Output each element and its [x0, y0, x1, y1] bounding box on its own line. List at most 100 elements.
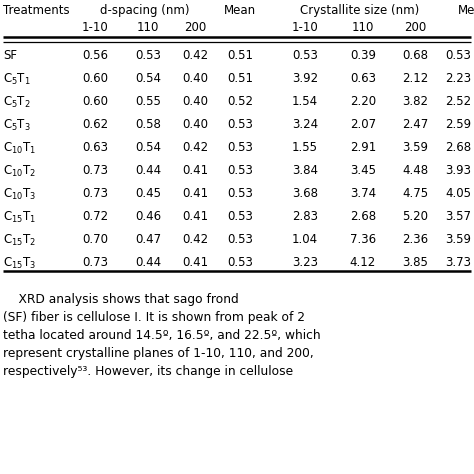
- Text: C$_{15}$T$_3$: C$_{15}$T$_3$: [3, 256, 36, 271]
- Text: 110: 110: [137, 21, 159, 34]
- Text: 0.70: 0.70: [82, 233, 108, 246]
- Text: 2.20: 2.20: [350, 95, 376, 108]
- Text: 1.55: 1.55: [292, 141, 318, 154]
- Text: 2.23: 2.23: [445, 72, 471, 85]
- Text: 2.68: 2.68: [445, 141, 471, 154]
- Text: C$_{10}$T$_3$: C$_{10}$T$_3$: [3, 187, 36, 202]
- Text: 2.36: 2.36: [402, 233, 428, 246]
- Text: 1.54: 1.54: [292, 95, 318, 108]
- Text: 0.53: 0.53: [227, 210, 253, 223]
- Text: 0.51: 0.51: [227, 72, 253, 85]
- Text: 2.59: 2.59: [445, 118, 471, 131]
- Text: 0.41: 0.41: [182, 187, 208, 200]
- Text: represent crystalline planes of 1-10, 110, and 200,: represent crystalline planes of 1-10, 11…: [3, 347, 314, 360]
- Text: 110: 110: [352, 21, 374, 34]
- Text: 2.68: 2.68: [350, 210, 376, 223]
- Text: C$_{15}$T$_1$: C$_{15}$T$_1$: [3, 210, 36, 225]
- Text: 0.42: 0.42: [182, 141, 208, 154]
- Text: 0.53: 0.53: [227, 141, 253, 154]
- Text: 0.56: 0.56: [82, 49, 108, 62]
- Text: 2.52: 2.52: [445, 95, 471, 108]
- Text: SF: SF: [3, 49, 17, 62]
- Text: C$_5$T$_1$: C$_5$T$_1$: [3, 72, 31, 87]
- Text: 3.82: 3.82: [402, 95, 428, 108]
- Text: 3.93: 3.93: [445, 164, 471, 177]
- Text: 3.92: 3.92: [292, 72, 318, 85]
- Text: 0.47: 0.47: [135, 233, 161, 246]
- Text: 4.48: 4.48: [402, 164, 428, 177]
- Text: 0.63: 0.63: [82, 141, 108, 154]
- Text: 3.74: 3.74: [350, 187, 376, 200]
- Text: 7.36: 7.36: [350, 233, 376, 246]
- Text: 3.24: 3.24: [292, 118, 318, 131]
- Text: 3.23: 3.23: [292, 256, 318, 269]
- Text: Treatments: Treatments: [3, 4, 70, 17]
- Text: 0.68: 0.68: [402, 49, 428, 62]
- Text: 4.05: 4.05: [445, 187, 471, 200]
- Text: 3.45: 3.45: [350, 164, 376, 177]
- Text: 0.44: 0.44: [135, 256, 161, 269]
- Text: 0.51: 0.51: [227, 49, 253, 62]
- Text: 0.73: 0.73: [82, 256, 108, 269]
- Text: 0.46: 0.46: [135, 210, 161, 223]
- Text: 3.57: 3.57: [445, 210, 471, 223]
- Text: C$_{10}$T$_2$: C$_{10}$T$_2$: [3, 164, 36, 179]
- Text: 200: 200: [404, 21, 426, 34]
- Text: 5.20: 5.20: [402, 210, 428, 223]
- Text: 2.12: 2.12: [402, 72, 428, 85]
- Text: 2.07: 2.07: [350, 118, 376, 131]
- Text: 0.41: 0.41: [182, 210, 208, 223]
- Text: 0.54: 0.54: [135, 72, 161, 85]
- Text: 1.04: 1.04: [292, 233, 318, 246]
- Text: 0.53: 0.53: [227, 233, 253, 246]
- Text: 0.40: 0.40: [182, 95, 208, 108]
- Text: 3.68: 3.68: [292, 187, 318, 200]
- Text: 0.53: 0.53: [292, 49, 318, 62]
- Text: Mean: Mean: [224, 4, 256, 17]
- Text: 0.53: 0.53: [227, 118, 253, 131]
- Text: 0.39: 0.39: [350, 49, 376, 62]
- Text: 0.41: 0.41: [182, 164, 208, 177]
- Text: 2.47: 2.47: [402, 118, 428, 131]
- Text: 0.54: 0.54: [135, 141, 161, 154]
- Text: 0.73: 0.73: [82, 187, 108, 200]
- Text: tetha located around 14.5º, 16.5º, and 22.5º, which: tetha located around 14.5º, 16.5º, and 2…: [3, 329, 320, 342]
- Text: 200: 200: [184, 21, 206, 34]
- Text: 4.12: 4.12: [350, 256, 376, 269]
- Text: 0.73: 0.73: [82, 164, 108, 177]
- Text: 0.44: 0.44: [135, 164, 161, 177]
- Text: 0.53: 0.53: [227, 187, 253, 200]
- Text: 0.60: 0.60: [82, 95, 108, 108]
- Text: C$_{10}$T$_1$: C$_{10}$T$_1$: [3, 141, 36, 156]
- Text: 0.53: 0.53: [135, 49, 161, 62]
- Text: C$_5$T$_2$: C$_5$T$_2$: [3, 95, 31, 110]
- Text: 0.52: 0.52: [227, 95, 253, 108]
- Text: 0.42: 0.42: [182, 49, 208, 62]
- Text: 0.58: 0.58: [135, 118, 161, 131]
- Text: (SF) fiber is cellulose I. It is shown from peak of 2: (SF) fiber is cellulose I. It is shown f…: [3, 311, 305, 324]
- Text: 0.53: 0.53: [227, 256, 253, 269]
- Text: 3.73: 3.73: [445, 256, 471, 269]
- Text: 0.72: 0.72: [82, 210, 108, 223]
- Text: 1-10: 1-10: [292, 21, 319, 34]
- Text: 3.59: 3.59: [445, 233, 471, 246]
- Text: 4.75: 4.75: [402, 187, 428, 200]
- Text: 0.45: 0.45: [135, 187, 161, 200]
- Text: 0.40: 0.40: [182, 118, 208, 131]
- Text: 0.53: 0.53: [445, 49, 471, 62]
- Text: 3.84: 3.84: [292, 164, 318, 177]
- Text: 0.40: 0.40: [182, 72, 208, 85]
- Text: 0.63: 0.63: [350, 72, 376, 85]
- Text: 2.91: 2.91: [350, 141, 376, 154]
- Text: Crystallite size (nm): Crystallite size (nm): [301, 4, 419, 17]
- Text: 0.41: 0.41: [182, 256, 208, 269]
- Text: respectively⁵³. However, its change in cellulose: respectively⁵³. However, its change in c…: [3, 365, 293, 378]
- Text: XRD analysis shows that sago frond: XRD analysis shows that sago frond: [3, 293, 239, 306]
- Text: 2.83: 2.83: [292, 210, 318, 223]
- Text: 0.62: 0.62: [82, 118, 108, 131]
- Text: 1-10: 1-10: [82, 21, 109, 34]
- Text: 0.55: 0.55: [135, 95, 161, 108]
- Text: 0.53: 0.53: [227, 164, 253, 177]
- Text: 0.60: 0.60: [82, 72, 108, 85]
- Text: C$_{15}$T$_2$: C$_{15}$T$_2$: [3, 233, 36, 248]
